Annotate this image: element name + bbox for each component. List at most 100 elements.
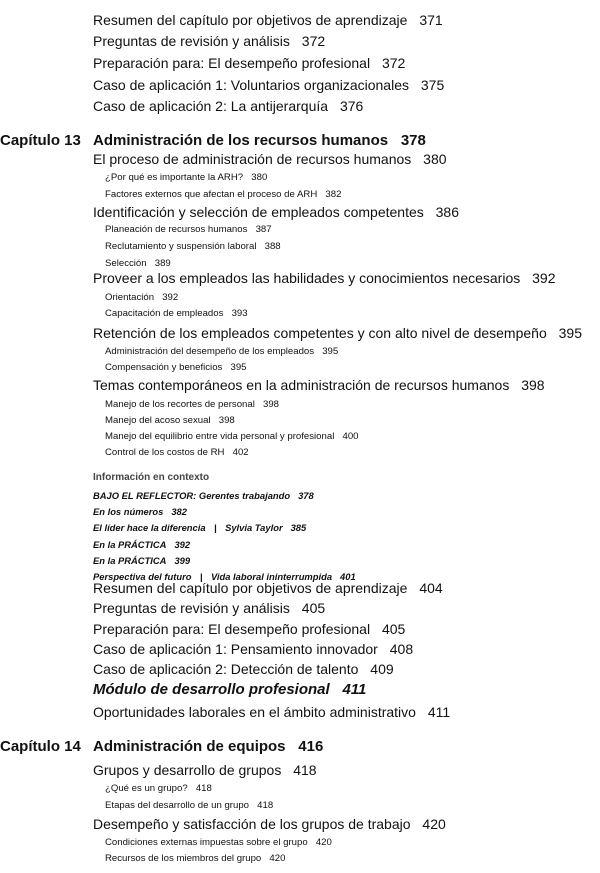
toc-subentry: Orientación 392 [105,291,179,303]
page-number: 388 [264,240,281,252]
toc-entry: Caso de aplicación 2: La antijerarquía 37… [93,99,363,113]
entry-title: Perspectiva del futuro [93,570,192,582]
entry-title: Etapas del desarrollo de un grupo [105,799,250,811]
chapter-title-group: Administración de los recursos humanos 37… [93,133,426,148]
page-number: 420 [315,836,332,848]
page-number: 392 [162,291,179,303]
page-number: 372 [301,33,326,50]
entry-title: Información en contexto [93,471,210,483]
toc-entry: Preparación para: El desempeño profesion… [93,622,405,636]
entry-title: Preguntas de revisión y análisis [93,600,290,617]
entry-title: Preparación para: El desempeño profesion… [93,55,371,72]
toc-subentry: Manejo del acoso sexual 398 [105,414,235,426]
entry-title: Recursos de los miembros del grupo [105,852,262,864]
entry-title: Orientación [105,291,155,303]
page-number: 395 [230,361,247,373]
chapter-heading: Capítulo 13 Administración de los recurso… [0,131,426,149]
toc-subentry: Condiciones externas impuestas sobre el … [105,836,332,848]
toc-entry: Caso de aplicación 2: Detección de talen… [93,662,394,676]
entry-title: Módulo de desarrollo profesional [93,680,330,698]
toc-entry: Proveer a los empleados las habilidades … [93,271,555,285]
toc-subentry: Capacitación de empleados 393 [105,307,248,319]
entry-title: El líder hace la diferencia [93,521,206,533]
entry-title: El proceso de administración de recursos… [93,151,412,168]
toc-subentry: Etapas del desarrollo de un grupo 418 [105,799,273,811]
entry-title: Manejo del equilibrio entre vida persona… [105,430,335,442]
chapter-title: Administración de los recursos humanos [93,131,389,149]
toc-entry: Módulo de desarrollo profesional 411 [93,682,366,697]
toc-subentry: Compensación y beneficios 395 [105,361,247,373]
page-number: 409 [370,661,394,678]
page-number: 389 [154,257,171,269]
chapter-label: Capítulo 13 [0,131,81,149]
entry-title: Administración del desempeño de los empl… [105,345,315,357]
toc-entry: Caso de aplicación 1: Voluntarios organi… [93,78,444,92]
toc-subentry: Control de los costos de RH 402 [105,446,249,458]
page-number: 400 [342,430,359,442]
entry-title: Desempeño y satisfacción de los grupos d… [93,816,411,833]
toc-entry: Preguntas de revisión y análisis 372 [93,34,325,48]
separator: | [199,570,203,582]
page-number: 416 [298,737,324,755]
entry-title: En la PRÁCTICA [93,538,167,550]
context-entry: Perspectiva del futuro | Vida laboral inin… [93,572,356,581]
page-number: 371 [419,12,443,29]
entry-title: Retención de los empleados competentes y… [93,325,547,342]
chapter-title: Administración de equipos [93,737,286,755]
context-entry: El líder hace la diferencia | Sylvia Taylo… [93,523,306,532]
page-number: 376 [339,98,364,115]
page-number: 399 [174,554,191,566]
chapter-label: Capítulo 14 [0,737,81,755]
toc-entry: Resumen del capítulo por objetivos de ap… [93,581,443,595]
page-number: 420 [422,816,446,833]
page-number: 418 [195,782,212,794]
page-number: 411 [427,704,451,721]
entry-title: Condiciones externas impuestas sobre el … [105,836,308,848]
toc-subentry: ¿Qué es un grupo? 418 [105,782,212,794]
toc-subentry: Reclutamiento y suspensión laboral 388 [105,240,281,252]
page-number: 401 [340,570,356,582]
page-number: 411 [342,680,367,698]
toc-entry: Grupos y desarrollo de grupos 418 [93,763,317,777]
entry-title: Oportunidades laborales en el ámbito adm… [93,704,416,721]
toc-entry: Caso de aplicación 1: Pensamiento innova… [93,642,413,656]
entry-title: Grupos y desarrollo de grupos [93,762,282,779]
entry-title: Proveer a los empleados las habilidades … [93,270,521,287]
entry-title: Temas contemporáneos en la administració… [93,377,510,394]
entry-title: Caso de aplicación 2: Detección de talen… [93,661,359,678]
page-number: 387 [255,223,272,235]
toc-entry: Temas contemporáneos en la administració… [93,378,545,392]
page-number: 382 [171,505,187,517]
page-number: 408 [389,641,414,658]
entry-title: Control de los costos de RH [105,446,225,458]
entry-title: En los números [93,505,164,517]
page-number: 378 [400,131,426,149]
page-number: 405 [301,600,326,617]
page-number: 398 [521,377,545,394]
page-number: 378 [298,489,314,501]
separator: | [214,521,217,533]
toc-subentry: ¿Por qué es importante la ARH? 380 [105,171,267,183]
entry-title: Capacitación de empleados [105,307,224,319]
entry-title: Resumen del capítulo por objetivos de ap… [93,580,408,597]
entry-title: Caso de aplicación 1: Pensamiento innova… [93,641,378,658]
entry-title: Identificación y selección de empleados … [93,204,424,221]
toc-subentry: Selección 389 [105,257,171,269]
entry-title: ¿Por qué es importante la ARH? [105,171,244,183]
page-number: 405 [381,621,406,638]
page-number: 418 [293,762,317,779]
page-number: 382 [325,188,342,200]
page-number: 395 [558,325,582,342]
page-number: 393 [231,307,248,319]
toc-entry: Oportunidades laborales en el ámbito adm… [93,705,450,719]
page-number: 398 [218,414,235,426]
toc-entry: Retención de los empleados competentes y… [93,326,582,340]
page-number: 385 [290,521,307,533]
entry-title: BAJO EL REFLECTOR: Gerentes trabajando [93,489,291,501]
page-number: 395 [322,345,339,357]
entry-title: Reclutamiento y suspensión laboral [105,240,257,252]
entry-title: Resumen del capítulo por objetivos de ap… [93,12,408,29]
page-number: 404 [419,580,443,597]
page-number: 398 [263,398,280,410]
page-number: 372 [381,55,406,72]
